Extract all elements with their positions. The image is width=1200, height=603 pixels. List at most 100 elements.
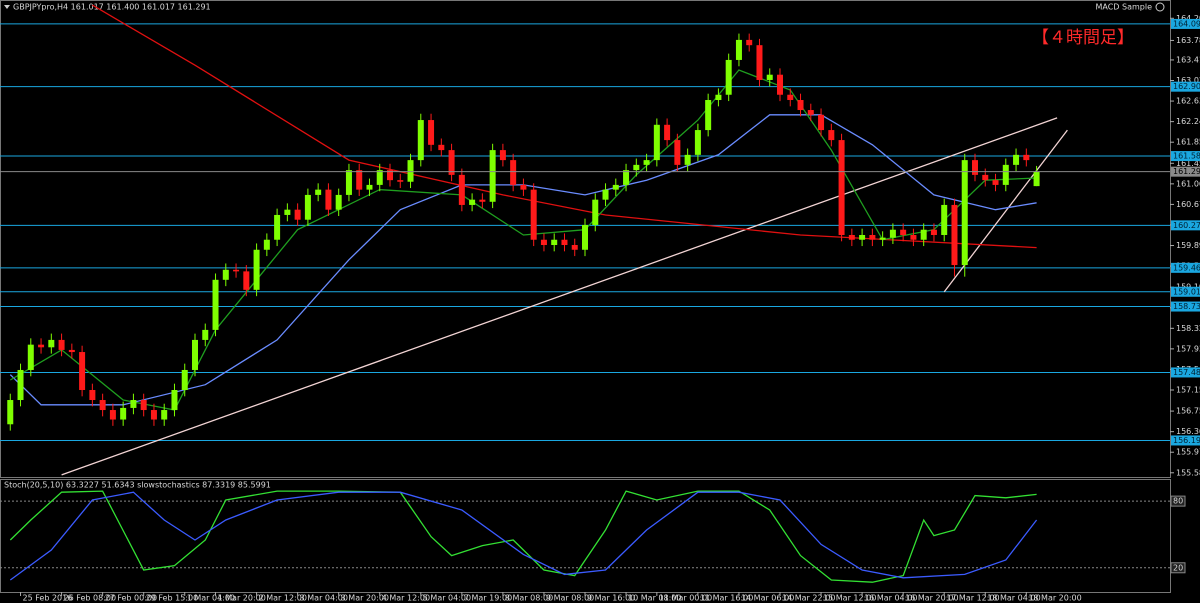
candle-body (838, 140, 845, 235)
x-tick-label: 26 Feb 08:00 (64, 594, 116, 603)
candle-body (335, 194, 342, 210)
candle-body (1002, 164, 1009, 185)
candle-body (612, 184, 619, 190)
timeframe-annotation: 【４時間足】 (1032, 28, 1134, 48)
candle-body (397, 180, 404, 182)
candle-body (992, 180, 999, 185)
x-tick-label: 17 Mar 12:00 (946, 594, 999, 603)
y-tick-label: 158.320 (1176, 324, 1200, 333)
level-label: 159.013 (1173, 287, 1200, 296)
candle-body (284, 209, 291, 215)
candle-body (828, 130, 835, 141)
candle-body (623, 170, 630, 185)
candle-body (684, 154, 691, 165)
candle-body (387, 170, 393, 181)
candle-body (428, 120, 435, 145)
candle-body (161, 410, 168, 420)
candle-body (602, 189, 609, 200)
candle-body (150, 410, 157, 420)
level-label: 159.467 (1173, 263, 1200, 272)
candle-body (7, 400, 14, 425)
current-price-label: 161.291 (1173, 167, 1200, 176)
x-tick-label: 27 Feb 00:00 (105, 594, 157, 603)
x-tick-label: 11 Mar 00:00 (659, 594, 712, 603)
level-label-box (1170, 495, 1186, 507)
x-tick-label: 7 Mar 19:00 (464, 594, 512, 603)
x-tick-label: 18 Mar 04:00 (987, 594, 1040, 603)
candle-body (653, 124, 660, 161)
x-tick-label: 4 Mar 12:00 (382, 594, 430, 603)
y-tick-label: 161.450 (1176, 159, 1200, 168)
x-tick-label: 5 Mar 04:00 (423, 594, 471, 603)
candle-body (910, 234, 917, 240)
candle-body (17, 369, 24, 401)
x-tick-label: 16 Mar 20:00 (905, 594, 958, 603)
level-label-box (1171, 18, 1200, 29)
candle-body (787, 94, 794, 101)
candle-body (79, 352, 86, 391)
candle-body (777, 74, 783, 95)
candle-body (797, 100, 804, 111)
x-tick-label: 1 Mar 20:00 (218, 594, 266, 603)
level-label-box (1171, 81, 1200, 92)
candle-body (1033, 171, 1040, 187)
candle-body (130, 400, 137, 408)
y-tick-label: 155.580 (1176, 468, 1200, 477)
level-label-box (1171, 367, 1200, 378)
candle-body (140, 400, 147, 411)
expert-label: MACD Sample (1095, 3, 1152, 12)
level-label: 157.483 (1173, 368, 1200, 377)
y-tick-label: 163.780 (1176, 36, 1200, 45)
y-tick-label: 20 (1173, 563, 1183, 572)
main-panel-frame (0, 0, 1171, 478)
candle-body (171, 390, 178, 411)
candle-body (643, 160, 650, 165)
candle-body (746, 39, 753, 46)
candle-body (27, 344, 34, 370)
y-tick-label: 162.630 (1176, 97, 1200, 106)
candle-body (1023, 154, 1030, 161)
symbol-info: GBPJPYpro,H4 161.017 161.400 161.017 161… (13, 3, 211, 12)
candle-body (356, 170, 363, 190)
candle-body (766, 74, 773, 80)
candle-body (715, 94, 722, 101)
candle-body (448, 150, 455, 175)
candle-body (705, 100, 712, 131)
level-label-box (1171, 286, 1200, 297)
candle-body (68, 349, 75, 353)
candle-body (479, 199, 486, 202)
y-tick-label: 156.360 (1176, 427, 1200, 436)
x-tick-label: 16 Mar 04:00 (864, 594, 917, 603)
candle-body (941, 204, 948, 235)
candle-body (561, 239, 568, 246)
candle-body (571, 245, 578, 250)
y-tick-label: 163.020 (1176, 76, 1200, 85)
candle-body (120, 407, 127, 420)
level-label-box (1171, 151, 1200, 162)
expert-icon[interactable] (1155, 2, 1165, 12)
candle-body (469, 199, 476, 205)
candle-body (243, 271, 250, 290)
candle-body (889, 229, 896, 238)
candle-body (818, 114, 825, 131)
level-label: 162.903 (1173, 82, 1200, 91)
candle-body (520, 184, 527, 190)
candle-body (325, 189, 332, 210)
indicator-line (9, 490, 1037, 583)
level-label-box (1171, 220, 1200, 231)
menu-icon[interactable] (4, 5, 10, 9)
stoch-title: Stoch(20,5,10) 63.3227 51.6343 slowstoch… (4, 481, 271, 490)
candle-body (961, 160, 968, 266)
x-tick-label: 14 Mar 06:00 (741, 594, 794, 603)
indicator-line (9, 114, 1037, 406)
candle-body (192, 339, 198, 370)
candle-body (972, 160, 978, 175)
y-tick-label: 80 (1173, 497, 1183, 506)
candle-body (510, 160, 517, 185)
candle-body (212, 279, 219, 330)
current-price-box (1171, 166, 1200, 177)
candle-body (582, 224, 588, 250)
candle-body (294, 209, 301, 220)
y-tick-label: 160.670 (1176, 200, 1200, 209)
